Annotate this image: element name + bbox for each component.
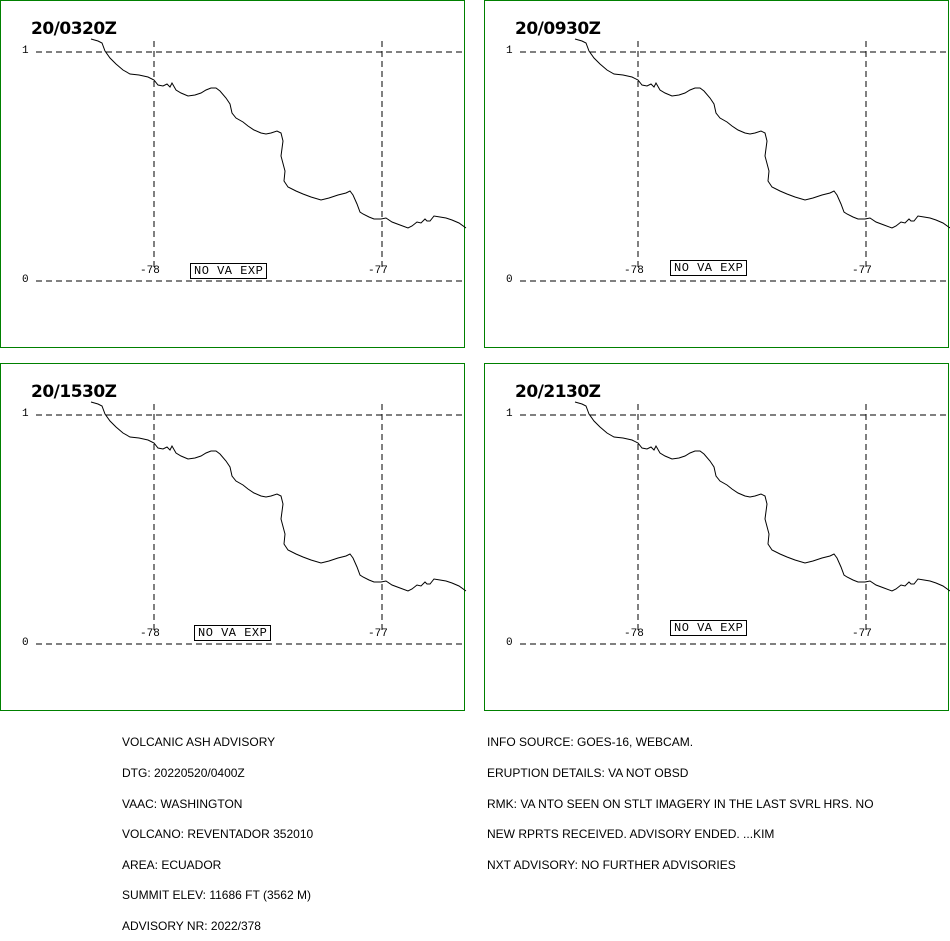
lon-label-left: -78 <box>140 265 160 277</box>
coastline <box>90 401 467 592</box>
advisory-line: ERUPTION DETAILS: VA NOT OBSD <box>487 766 689 781</box>
advisory-line: ADVISORY NR: 2022/378 <box>122 919 261 934</box>
map-panel-1: 20/0320Z 1 0 -78 -77 NO VA EXP <box>0 0 467 348</box>
lat-label-bottom: 0 <box>506 274 513 286</box>
lon-label-left: -78 <box>624 628 644 640</box>
panel-title: 20/2130Z <box>515 382 601 402</box>
map-canvas-4 <box>520 401 950 645</box>
advisory-line: INFO SOURCE: GOES-16, WEBCAM. <box>487 735 694 750</box>
lat-label-bottom: 0 <box>506 637 513 649</box>
lon-label-right: -77 <box>368 265 388 277</box>
lon-label-left: -78 <box>140 628 160 640</box>
advisory-line: VOLCANIC ASH ADVISORY <box>122 735 276 750</box>
advisory-line: AREA: ECUADOR <box>122 857 222 872</box>
no-va-expected-label: NO VA EXP <box>190 263 268 279</box>
panel-title: 20/0930Z <box>515 19 601 39</box>
map-canvas-1 <box>36 38 467 282</box>
lat-label-bottom: 0 <box>22 274 29 286</box>
advisory-header-block: VOLCANIC ASH ADVISORY DTG: 20220520/0400… <box>122 717 313 941</box>
map-panel-3: 20/1530Z 1 0 -78 -77 NO VA EXP <box>0 363 467 711</box>
advisory-line: VAAC: WASHINGTON <box>122 796 243 811</box>
map-canvas-3 <box>36 401 467 645</box>
lon-label-right: -77 <box>852 628 872 640</box>
map-panel-2: 20/0930Z 1 0 -78 -77 NO VA EXP <box>484 0 950 348</box>
lon-label-right: -77 <box>852 265 872 277</box>
coastline <box>90 38 467 229</box>
coastline <box>574 38 950 229</box>
lon-label-left: -78 <box>624 265 644 277</box>
map-panel-4: 20/2130Z 1 0 -78 -77 NO VA EXP <box>484 363 950 711</box>
lat-label-top: 1 <box>22 45 29 57</box>
advisory-line: RMK: VA NTO SEEN ON STLT IMAGERY IN THE … <box>487 796 874 811</box>
panel-title: 20/1530Z <box>31 382 117 402</box>
coastline <box>574 401 950 592</box>
lat-label-top: 1 <box>506 45 513 57</box>
lat-label-bottom: 0 <box>22 637 29 649</box>
lat-label-top: 1 <box>506 408 513 420</box>
no-va-expected-label: NO VA EXP <box>670 620 748 636</box>
advisory-details-block: INFO SOURCE: GOES-16, WEBCAM. ERUPTION D… <box>487 717 874 880</box>
no-va-expected-label: NO VA EXP <box>670 260 748 276</box>
no-va-expected-label: NO VA EXP <box>194 625 272 641</box>
advisory-line: DTG: 20220520/0400Z <box>122 766 245 781</box>
map-canvas-2 <box>520 38 950 282</box>
advisory-line: NEW RPRTS RECEIVED. ADVISORY ENDED. ...K… <box>487 827 775 842</box>
lat-label-top: 1 <box>22 408 29 420</box>
panel-title: 20/0320Z <box>31 19 117 39</box>
advisory-line: NXT ADVISORY: NO FURTHER ADVISORIES <box>487 857 736 872</box>
advisory-line: SUMMIT ELEV: 11686 FT (3562 M) <box>122 888 311 903</box>
lon-label-right: -77 <box>368 628 388 640</box>
advisory-line: VOLCANO: REVENTADOR 352010 <box>122 827 314 842</box>
